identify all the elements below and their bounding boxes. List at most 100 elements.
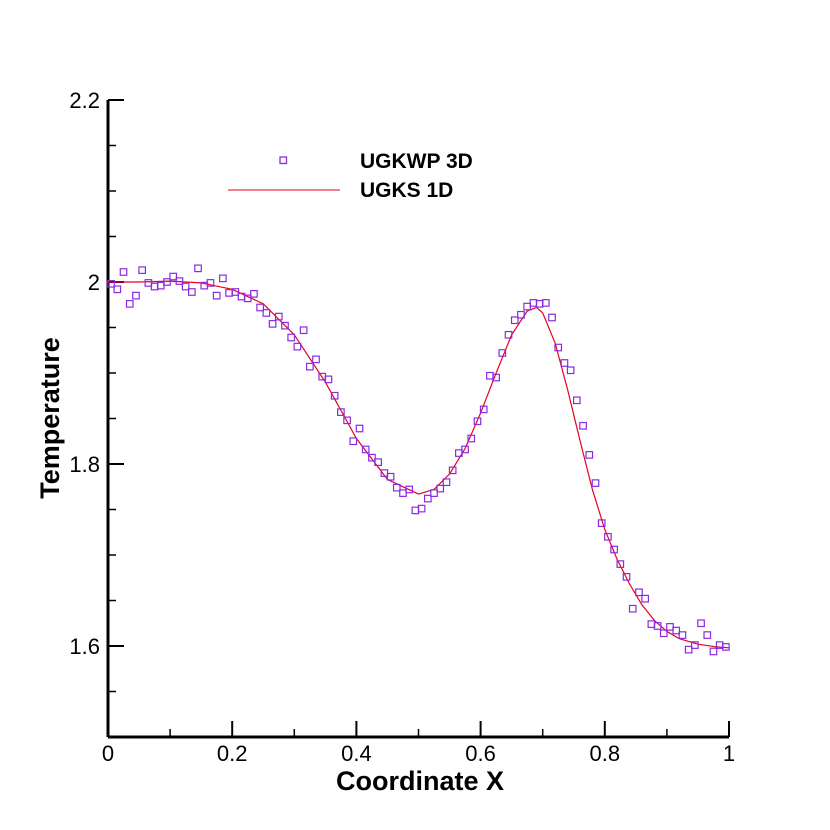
ugkwp-3d-point — [492, 373, 500, 382]
ugkwp-3d-point — [268, 320, 277, 328]
x-tick-label: 1 — [723, 741, 735, 766]
ugkwp-3d-point — [337, 408, 345, 416]
ugkwp-3d-point — [541, 299, 550, 307]
ugkwp-3d-point — [361, 445, 370, 454]
ugkwp-3d-point — [299, 326, 308, 335]
ugkwp-3d-point — [510, 316, 519, 325]
ugkwp-3d-point — [212, 291, 221, 300]
ugkwp-3d-point — [119, 268, 128, 276]
ugkwp-3d-point — [461, 445, 469, 454]
ugkwp-3d-point — [262, 309, 271, 317]
ugkwp-3d-point — [573, 396, 581, 405]
ugkwp-3d-point — [305, 362, 314, 371]
ugkwp-3d-point — [635, 588, 643, 597]
ugkwp-3d-point — [324, 375, 333, 384]
ugkwp-3d-point — [560, 359, 569, 367]
ugkwp-3d-point — [548, 313, 556, 322]
ugkwp-3d-point — [181, 282, 190, 291]
ugkwp-3d-point — [653, 622, 662, 630]
ugkwp-3d-point — [349, 437, 358, 446]
ugkwp-3d-point — [442, 478, 451, 487]
ugkwp-3d-point — [647, 620, 656, 629]
ugkwp-3d-point — [722, 643, 730, 651]
x-tick-label: 0.4 — [341, 741, 372, 766]
x-axis-title: Coordinate X — [336, 766, 504, 796]
ugkwp-3d-point — [628, 604, 637, 613]
ugkwp-3d-point — [150, 282, 159, 291]
ugkwp-3d-point — [169, 272, 178, 281]
ugkwp-3d-point — [436, 484, 445, 493]
ugkwp-3d-point — [243, 294, 252, 303]
ugkwp-3d-point — [250, 289, 258, 298]
ugkwp-3d-point — [579, 421, 587, 430]
ugkwp-3d-point — [163, 278, 171, 286]
x-tick-label: 0.8 — [590, 741, 621, 766]
ugkwp-3d-point — [610, 545, 618, 554]
ugkwp-3d-point — [504, 330, 513, 339]
y-tick-label: 2 — [88, 270, 100, 295]
ugkwp-3d-point — [529, 299, 538, 307]
ugkwp-3d-point — [156, 281, 165, 290]
ugkwp-3d-point — [467, 434, 476, 443]
ugkwp-3d-point — [132, 291, 140, 300]
legend-marker-ugkwp — [279, 156, 288, 165]
x-tick-label: 0.2 — [217, 741, 248, 766]
y-tick-label: 1.6 — [69, 634, 100, 659]
ugkwp-3d-point — [690, 641, 699, 649]
ugkwp-3d-point — [697, 619, 705, 628]
ugkwp-3d-point — [231, 288, 240, 296]
ugkwp-3d-point — [423, 494, 432, 503]
ugkwp-3d-point — [430, 489, 438, 497]
ugkwp-3d-point — [678, 631, 687, 639]
ugkwp-3d-point — [187, 288, 196, 296]
ugkwp-3d-point — [703, 631, 712, 639]
ugkwp-3d-point — [175, 277, 184, 285]
ugkwp-3d-point — [374, 458, 382, 467]
y-tick-label: 1.8 — [69, 452, 100, 477]
ugkwp-3d-point — [486, 371, 494, 380]
ugkwp-3d-point — [194, 264, 202, 273]
x-tick-label: 0 — [102, 741, 114, 766]
ugkwp-3d-point — [641, 594, 650, 603]
ugkwp-3d-point — [113, 285, 122, 294]
ugkwp-3d-point — [343, 416, 351, 425]
ugkwp-3d-point — [399, 489, 407, 497]
ugkwp-3d-point — [355, 424, 364, 433]
ugkwp-3d-point — [281, 321, 289, 330]
legend-label-ugks: UGKS 1D — [360, 179, 453, 202]
ugkwp-3d-point — [672, 626, 681, 635]
ugkwp-3d-point — [554, 343, 563, 352]
ugkwp-3d-point — [709, 647, 718, 656]
ugkwp-3d-point — [219, 274, 227, 283]
ugkwp-3d-point — [566, 366, 575, 375]
ugkwp-3d-point — [597, 519, 606, 528]
legend: UGKWP 3D UGKS 1D — [228, 150, 473, 202]
ugkwp-3d-point — [616, 560, 625, 568]
ugkwp-3d-point — [535, 299, 544, 308]
ugkwp-3d-point — [523, 302, 532, 311]
ugkwp-3d-point — [405, 485, 414, 494]
x-tick-label: 0.6 — [465, 741, 496, 766]
ugkwp-3d-point — [330, 391, 339, 400]
ugkwp-3d-point — [659, 629, 668, 638]
ugkwp-3d-point — [107, 279, 115, 288]
ugkwp-3d-point — [417, 504, 426, 513]
ugkwp-3d-point — [517, 310, 525, 319]
ugkwp-3d-point — [386, 472, 395, 481]
ugkwp-3d-point — [206, 279, 215, 287]
ugkwp-3d-point — [368, 453, 376, 462]
ugkwp-3d-point — [585, 451, 594, 459]
ugkwp-3d-series — [107, 264, 730, 656]
ugkwp-3d-point — [138, 266, 147, 275]
ugkwp-3d-point — [591, 479, 600, 487]
ugkwp-3d-point — [225, 289, 233, 297]
ugkwp-3d-point — [604, 532, 612, 541]
legend-label-ugkwp: UGKWP 3D — [360, 150, 473, 173]
y-axis-title: Temperature — [35, 337, 65, 499]
axes: 0 0.2 0.4 0.6 0.8 1 1.6 1.8 2 2.2 — [69, 88, 735, 766]
ugkwp-3d-point — [479, 405, 488, 414]
ugkwp-3d-point — [684, 645, 693, 654]
ugkwp-3d-point — [666, 623, 674, 631]
ugkwp-3d-point — [293, 342, 302, 351]
